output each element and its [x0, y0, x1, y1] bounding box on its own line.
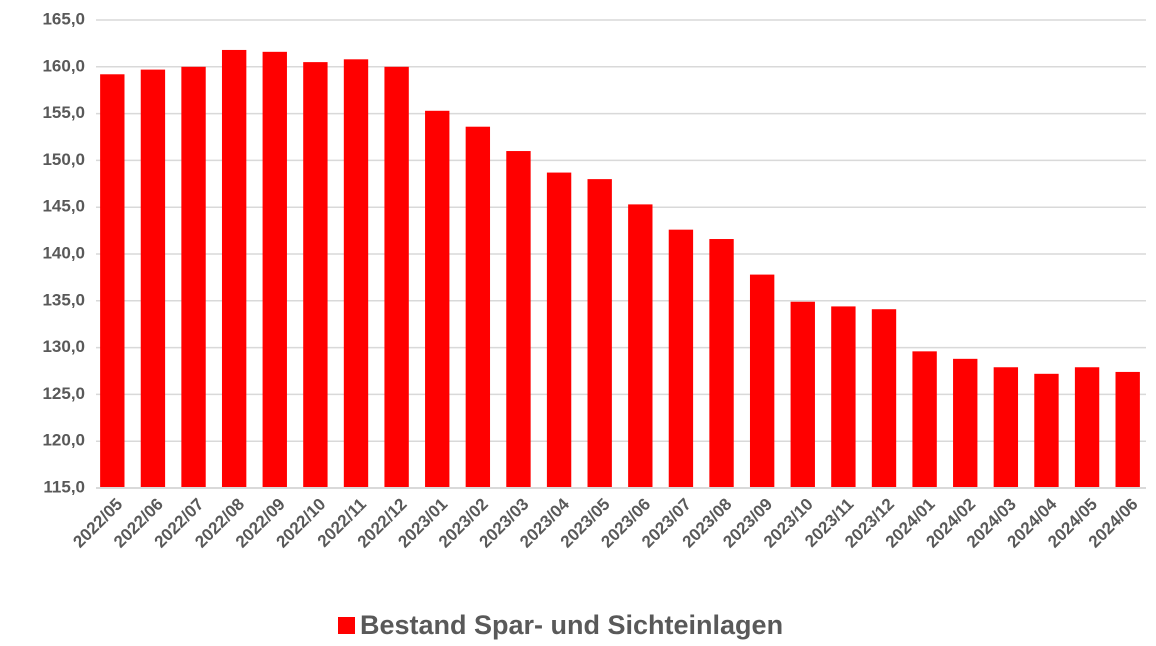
bar [140, 69, 166, 488]
bar [1115, 371, 1140, 488]
bar [709, 239, 734, 488]
bar [384, 66, 409, 489]
bar [546, 172, 572, 488]
bar [1074, 367, 1100, 488]
bar [221, 49, 247, 489]
y-tick-label: 130,0 [42, 337, 85, 356]
bar [303, 62, 328, 489]
y-tick-label: 165,0 [42, 9, 85, 28]
bar [790, 301, 815, 488]
legend-swatch [338, 617, 355, 634]
bar [465, 126, 491, 488]
bar [262, 51, 287, 488]
bar [425, 110, 450, 489]
bar [506, 151, 531, 489]
bar [993, 367, 1019, 488]
bar [953, 358, 978, 488]
y-tick-label: 150,0 [42, 150, 85, 169]
y-tick-label: 145,0 [42, 197, 85, 216]
bar [587, 179, 612, 488]
bar [343, 59, 369, 488]
bar [912, 351, 937, 488]
y-tick-label: 140,0 [42, 243, 85, 262]
y-tick-label: 120,0 [42, 431, 85, 450]
bar [871, 309, 897, 488]
bar [181, 66, 206, 489]
bar [628, 204, 653, 488]
legend-label: Bestand Spar- und Sichteinlagen [360, 610, 783, 640]
bar [668, 229, 694, 488]
bar [749, 274, 775, 488]
bar [100, 74, 125, 489]
bar [831, 306, 856, 488]
bar [1034, 373, 1059, 488]
y-tick-label: 115,0 [43, 477, 85, 496]
y-tick-label: 135,0 [42, 290, 85, 309]
y-tick-label: 160,0 [42, 56, 85, 75]
y-tick-label: 155,0 [42, 103, 85, 122]
y-tick-label: 125,0 [42, 384, 85, 403]
